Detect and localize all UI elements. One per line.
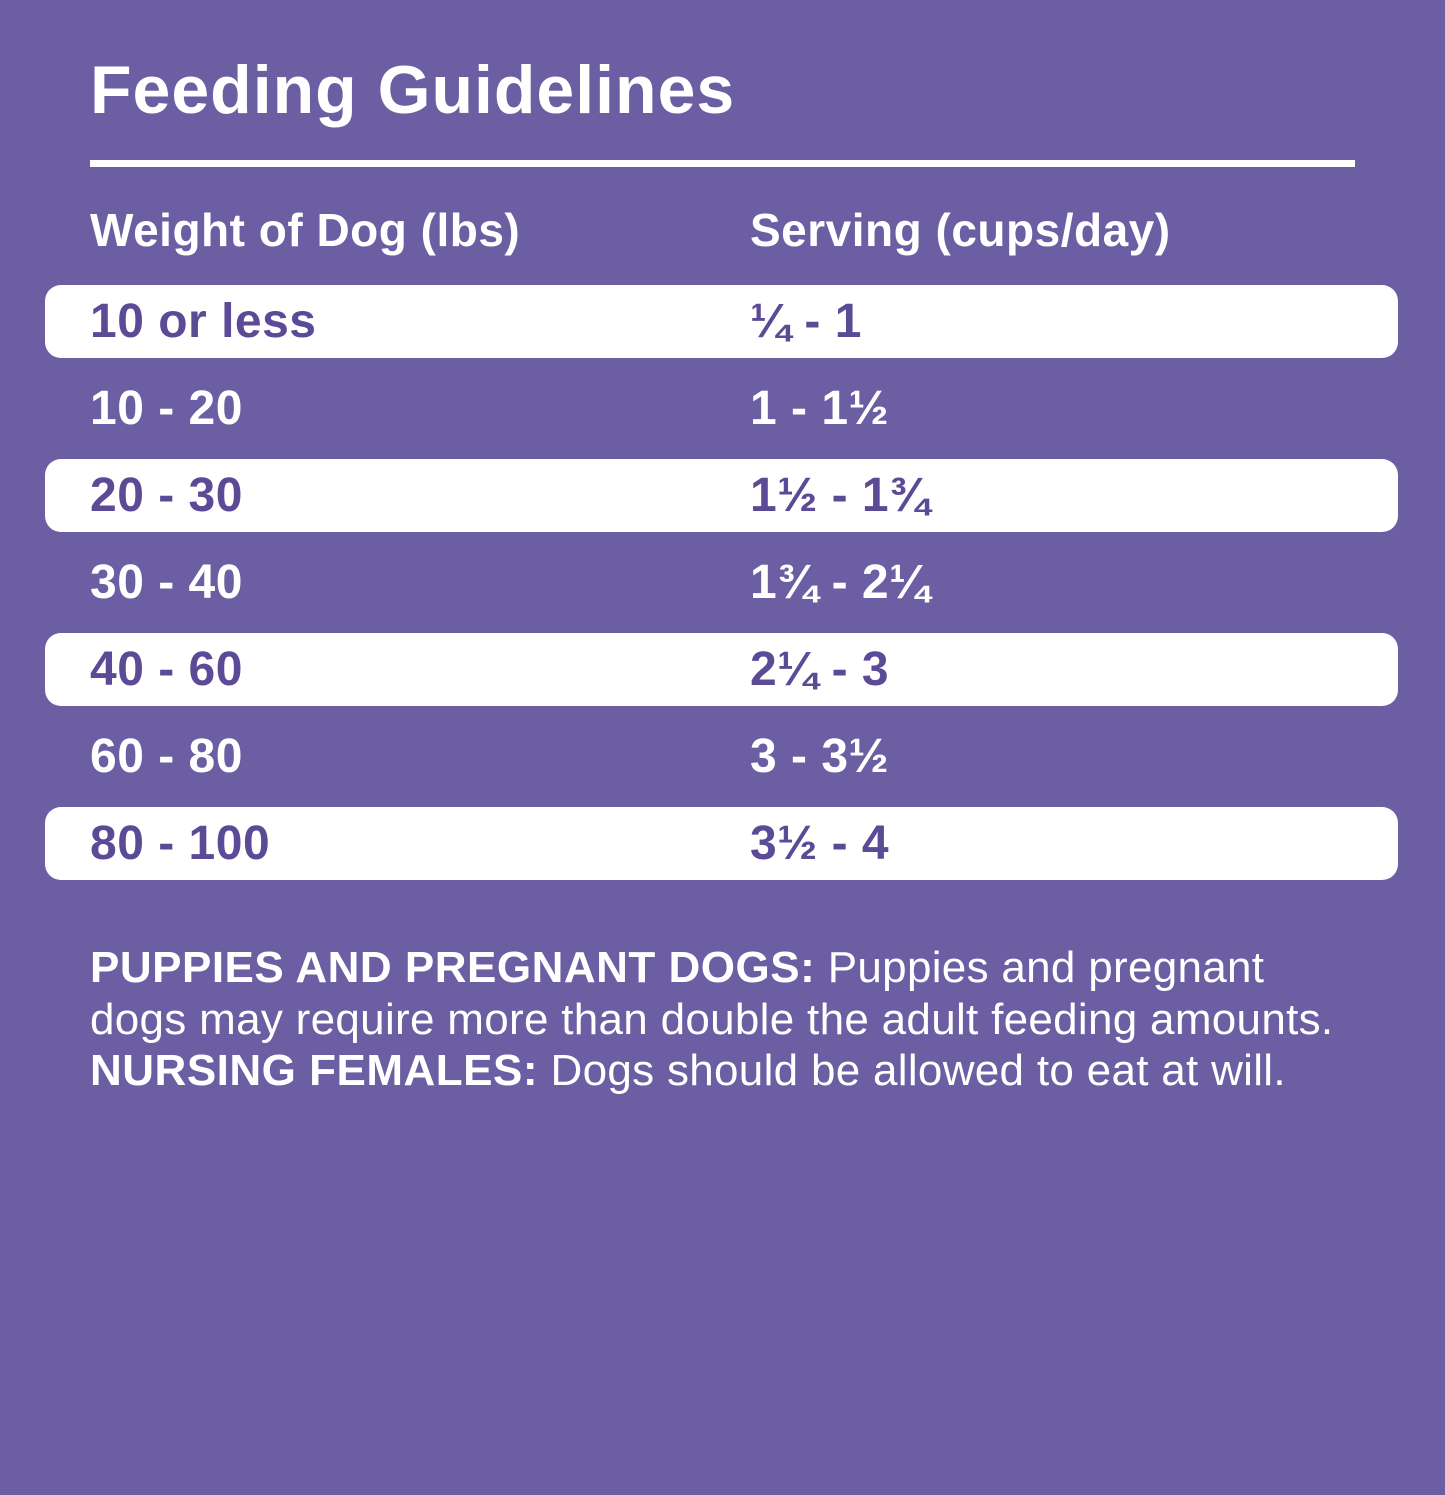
page-title: Feeding Guidelines bbox=[90, 52, 736, 128]
weight-cell: 20 - 30 bbox=[90, 468, 243, 522]
weight-cell: 30 - 40 bbox=[90, 555, 243, 609]
column-header-weight: Weight of Dog (lbs) bbox=[90, 203, 521, 256]
column-header-serving: Serving (cups/day) bbox=[750, 203, 1171, 256]
serving-cell: 1 - 1½ bbox=[750, 381, 890, 435]
weight-cell: 40 - 60 bbox=[90, 642, 243, 696]
serving-cell: 3½ - 4 bbox=[750, 816, 890, 870]
table-row: 20 - 30 1½ - 1¾ bbox=[45, 458, 1398, 532]
serving-cell: ¼ - 1 bbox=[750, 294, 862, 348]
nursing-females-text: Dogs should be allowed to eat at will. bbox=[538, 1046, 1286, 1096]
nursing-females-label: NURSING FEMALES: bbox=[90, 1046, 538, 1096]
puppies-pregnant-label: PUPPIES AND PREGNANT DOGS: bbox=[90, 942, 816, 992]
feeding-notes: PUPPIES AND PREGNANT DOGS: Puppies and p… bbox=[90, 942, 1355, 1098]
serving-cell: 1¾ - 2¼ bbox=[750, 555, 930, 609]
table-row: 80 - 100 3½ - 4 bbox=[45, 806, 1398, 880]
serving-cell: 3 - 3½ bbox=[750, 729, 890, 783]
table-row: 40 - 60 2¼ - 3 bbox=[45, 632, 1398, 706]
table-row: 10 - 20 1 - 1½ bbox=[45, 372, 1398, 445]
serving-cell: 1½ - 1¾ bbox=[750, 468, 930, 522]
weight-cell: 10 or less bbox=[90, 294, 317, 348]
feeding-guidelines-panel: Feeding Guidelines Weight of Dog (lbs) S… bbox=[0, 50, 1445, 1495]
weight-cell: 60 - 80 bbox=[90, 729, 243, 783]
table-row: 30 - 40 1¾ - 2¼ bbox=[45, 546, 1398, 619]
serving-cell: 2¼ - 3 bbox=[750, 642, 890, 696]
puppies-pregnant-text: Puppies and pregnant dogs may require mo… bbox=[90, 942, 1334, 1044]
table-column-headers: Weight of Dog (lbs) Serving (cups/day) bbox=[90, 203, 1355, 257]
title-divider bbox=[90, 159, 1355, 167]
feeding-table: 10 or less ¼ - 1 10 - 20 1 - 1½ 20 - 30 … bbox=[0, 284, 1445, 880]
table-row: 60 - 80 3 - 3½ bbox=[45, 720, 1398, 793]
table-row: 10 or less ¼ - 1 bbox=[45, 284, 1398, 358]
weight-cell: 10 - 20 bbox=[90, 381, 243, 435]
weight-cell: 80 - 100 bbox=[90, 816, 271, 870]
